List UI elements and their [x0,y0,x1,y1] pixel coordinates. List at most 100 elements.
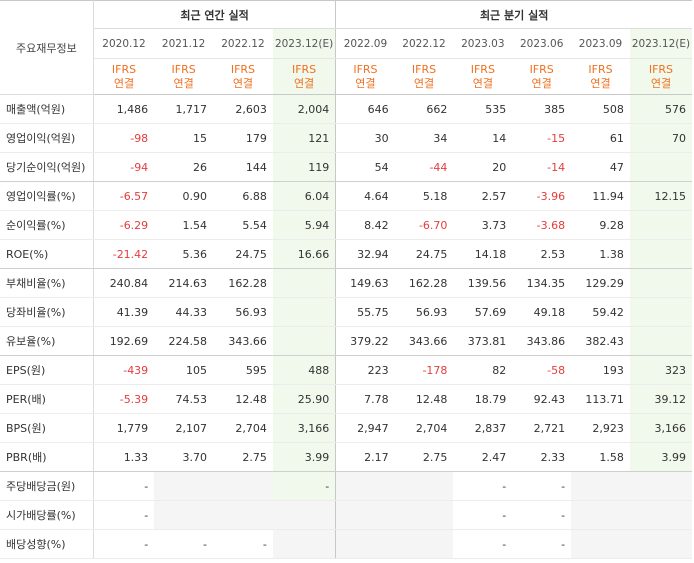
table-cell [335,471,395,501]
row-label: 배당성향(%) [0,529,94,559]
table-cell: 576 [629,94,692,124]
table-cell: 3,166 [272,413,337,443]
table-cell: - [512,529,572,559]
row-label: 당기순이익(억원) [0,152,94,182]
table-cell: 0.90 [154,181,214,211]
table-cell: 82 [453,355,513,385]
period-header: 2023.09 [571,28,630,59]
row-label: 매출액(억원) [0,94,94,124]
table-cell: 34 [394,123,454,153]
table-cell: 488 [272,355,337,385]
ifrs-basis-header: IFRS 연결 [512,58,572,95]
table-cell: 25.90 [272,384,337,414]
table-row: 시가배당률(%) - - - [0,500,692,530]
table-cell [629,210,692,240]
table-cell: 2.17 [335,442,395,472]
table-cell [629,500,692,530]
table-cell: 508 [571,94,630,124]
table-cell: 26 [154,152,214,182]
table-cell: 49.18 [512,297,572,327]
table-cell: 20 [453,152,513,182]
table-cell: 14.18 [453,239,513,269]
consolidated-label: 연결 [173,76,194,90]
table-cell: 1.38 [571,239,630,269]
table-cell: 193 [571,355,630,385]
table-cell: 8.42 [335,210,395,240]
table-row: 당좌비율(%) 41.39 44.33 56.93 55.75 56.93 57.69 49.… [0,297,692,327]
table-cell [272,500,337,530]
table-cell: 214.63 [154,268,214,298]
table-cell [272,268,337,298]
row-label: PBR(배) [0,442,94,472]
table-cell [571,471,630,501]
period-header: 2022.12 [213,28,273,59]
table-cell: 105 [154,355,214,385]
period-header: 2021.12 [154,28,214,59]
table-cell: 5.36 [154,239,214,269]
table-cell: 179 [213,123,273,153]
table-cell: -98 [93,123,155,153]
table-cell: -3.96 [512,181,572,211]
row-label: PER(배) [0,384,94,414]
table-row: EPS(원) -439 105 595 488 223 -178 82 -58 193 323 [0,355,692,385]
table-cell: 1,779 [93,413,155,443]
ifrs-label: IFRS [171,62,196,76]
table-cell: 2,004 [272,94,337,124]
table-cell: -94 [93,152,155,182]
table-cell: 30 [335,123,395,153]
consolidated-label: 연결 [355,76,376,90]
table-cell: 32.94 [335,239,395,269]
row-label: 주당배당금(원) [0,471,94,501]
table-cell: 385 [512,94,572,124]
ifrs-label: IFRS [353,62,378,76]
table-cell: - [154,529,214,559]
table-cell: 3.73 [453,210,513,240]
table-cell [629,529,692,559]
period-header-row: 2020.12 2021.12 2022.12 2023.12(E) 2022.09 20… [0,28,692,59]
table-cell [394,471,454,501]
table-cell: 1,717 [154,94,214,124]
table-cell: 12.15 [629,181,692,211]
table-row: BPS(원) 1,779 2,107 2,704 3,166 2,947 2,704 2,83… [0,413,692,443]
table-cell [394,500,454,530]
period-header: 2023.03 [453,28,513,59]
table-cell: 4.64 [335,181,395,211]
table-cell: -21.42 [93,239,155,269]
table-cell [213,500,273,530]
table-cell [629,152,692,182]
table-cell: 54 [335,152,395,182]
ifrs-basis-header: IFRS 연결 [154,58,214,95]
table-cell [335,500,395,530]
table-cell: - [453,471,513,501]
quarter-group-title: 최근 분기 실적 [335,0,692,29]
table-cell: -58 [512,355,572,385]
table-cell: 56.93 [394,297,454,327]
table-row: PBR(배) 1.33 3.70 2.75 3.99 2.17 2.75 2.47 2.33 1.… [0,442,692,472]
table-cell: 3.70 [154,442,214,472]
table-cell: 41.39 [93,297,155,327]
consolidated-label: 연결 [590,76,611,90]
consolidated-label: 연결 [472,76,493,90]
table-cell: -439 [93,355,155,385]
table-row: 주당배당금(원) - - - - [0,471,692,501]
table-cell: 343.66 [394,326,454,356]
row-label: EPS(원) [0,355,94,385]
consolidated-label: 연결 [113,76,135,90]
period-header: 2023.06 [512,28,572,59]
table-cell: 3.99 [272,442,337,472]
table-cell [629,297,692,327]
table-cell [272,297,337,327]
table-cell: 1.58 [571,442,630,472]
table-cell [154,471,214,501]
table-cell: 129.29 [571,268,630,298]
table-cell: 6.04 [272,181,337,211]
table-cell: 2.47 [453,442,513,472]
row-label: 순이익률(%) [0,210,94,240]
table-cell: -3.68 [512,210,572,240]
table-cell: 134.35 [512,268,572,298]
table-cell: -15 [512,123,572,153]
table-cell: 162.28 [394,268,454,298]
row-label: 영업이익(억원) [0,123,94,153]
table-cell: 121 [272,123,337,153]
table-cell [571,500,630,530]
